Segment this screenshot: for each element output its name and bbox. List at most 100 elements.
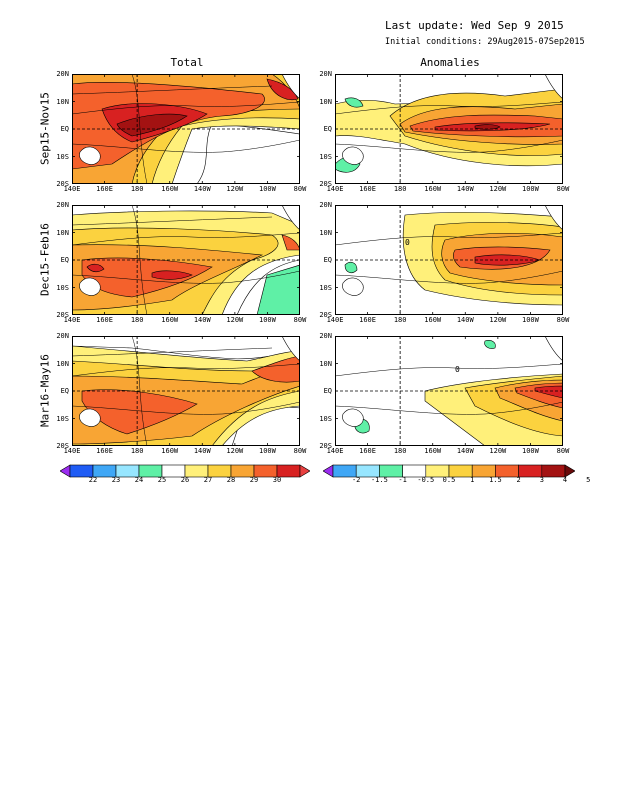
contour-line xyxy=(335,270,563,284)
lat-tick-label: 10S xyxy=(319,283,332,292)
land-new-guinea xyxy=(79,408,101,427)
colorbar-anomaly xyxy=(323,464,575,478)
colorbar-tick-label: 25 xyxy=(157,476,167,484)
lon-tick-label: 180 xyxy=(130,185,144,193)
lon-tick-label: 80W xyxy=(556,185,570,193)
lat-tick-label: 10S xyxy=(56,283,69,292)
land-central-america xyxy=(281,74,300,100)
lon-tick-label: 180 xyxy=(130,447,144,455)
anomaly-map-dec-feb: 0 xyxy=(335,205,563,315)
land-new-guinea xyxy=(342,408,364,427)
contour-line xyxy=(72,401,300,415)
lat-tick-label: 20S xyxy=(56,180,69,188)
column-title-total: Total xyxy=(170,56,204,69)
lon-tick-label: 160E xyxy=(359,316,376,324)
lon-tick-label: 120W xyxy=(489,316,507,324)
contour-zero-label: 0 xyxy=(455,365,460,374)
contour-line xyxy=(72,101,300,115)
lat-tick-label: 10N xyxy=(56,359,69,368)
lon-tick-label: 80W xyxy=(556,316,570,324)
lon-tick-label: 100W xyxy=(521,447,539,455)
lon-tick-label: 180 xyxy=(130,316,144,324)
column-title-anomalies: Anomalies xyxy=(420,56,480,69)
colorbar-tick-label: 1 xyxy=(470,476,475,484)
colorbar-tick-label: 3 xyxy=(539,476,544,484)
anomaly-field-sep-nov-7 xyxy=(344,97,364,108)
total-field-dec-feb-7 xyxy=(151,270,193,280)
lat-tick-label: EQ xyxy=(323,256,332,264)
colorbar-total xyxy=(60,464,310,478)
contour-line xyxy=(335,232,563,246)
land-central-america xyxy=(281,336,300,362)
lat-tick-label: EQ xyxy=(60,256,69,264)
land-central-america xyxy=(544,336,563,362)
lon-tick-label: 140E xyxy=(63,447,81,455)
lon-tick-label: 100W xyxy=(258,316,276,324)
land-new-guinea xyxy=(79,146,101,165)
lon-tick-label: 140E xyxy=(63,185,81,193)
total-field-dec-feb-6 xyxy=(81,257,213,298)
lat-tick-label: 20S xyxy=(319,311,332,319)
colorbar-tick-label: 5 xyxy=(586,476,591,484)
contour-line xyxy=(131,336,148,446)
colorbar-tick-label: 23 xyxy=(111,476,121,484)
lon-tick-label: 160W xyxy=(424,447,442,455)
anomaly-field-sep-nov-5 xyxy=(474,124,501,130)
lon-tick-label: 160E xyxy=(359,185,376,193)
lon-tick-label: 140E xyxy=(326,447,344,455)
contour-line xyxy=(72,232,300,246)
lon-tick-label: 160E xyxy=(96,447,113,455)
contour-line xyxy=(72,363,300,377)
land-central-america xyxy=(281,205,300,231)
colorbar-swatch xyxy=(564,464,575,478)
lon-tick-label: 80W xyxy=(293,316,307,324)
lon-tick-label: 140W xyxy=(456,316,474,324)
lat-tick-label: 20N xyxy=(56,332,69,340)
lon-tick-label: 160W xyxy=(161,316,179,324)
total-field-mar-may-10 xyxy=(251,355,300,383)
colorbar-tick-label: -0.5 xyxy=(417,476,435,484)
contour-line xyxy=(131,74,148,184)
colorbar-swatch xyxy=(323,464,334,478)
lon-tick-label: 120W xyxy=(226,447,244,455)
lon-tick-label: 80W xyxy=(293,447,307,455)
lon-tick-label: 140E xyxy=(63,316,81,324)
total-map-dec-feb xyxy=(72,205,300,315)
lon-tick-label: 120W xyxy=(226,316,244,324)
contour-line xyxy=(131,205,148,315)
anomaly-field-mar-may-6 xyxy=(484,340,496,349)
lon-tick-label: 100W xyxy=(521,316,539,324)
lat-tick-label: 20N xyxy=(319,70,332,78)
contour-line xyxy=(72,347,273,357)
lat-tick-label: 10S xyxy=(56,152,69,161)
total-field-dec-feb-9 xyxy=(281,234,300,251)
lat-tick-label: 10N xyxy=(319,97,332,106)
lat-tick-label: 10S xyxy=(56,414,69,423)
anomaly-field-mar-may-4 xyxy=(534,385,563,399)
land-new-guinea xyxy=(342,277,364,296)
lat-tick-label: 20N xyxy=(319,332,332,340)
colorbar-swatch xyxy=(299,464,310,478)
last-update-text: Last update: Wed Sep 9 2015 xyxy=(385,19,564,32)
lon-tick-label: 100W xyxy=(521,185,539,193)
colorbar-tick-label: -2 xyxy=(351,476,361,484)
lat-tick-label: 20S xyxy=(56,311,69,319)
lon-tick-label: 80W xyxy=(556,447,570,455)
lon-tick-label: 120W xyxy=(489,447,507,455)
contour-line xyxy=(335,101,563,115)
lat-tick-label: 20S xyxy=(319,442,332,450)
colorbar-tick-label: -1 xyxy=(398,476,407,484)
lon-tick-label: 140W xyxy=(193,316,211,324)
colorbar-swatch xyxy=(60,464,71,478)
lon-tick-label: 160W xyxy=(161,185,179,193)
land-new-guinea xyxy=(342,146,364,165)
initial-conditions-text: Initial conditions: 29Aug2015-07Sep2015 xyxy=(385,37,585,47)
lon-tick-label: 160W xyxy=(424,316,442,324)
colorbar-tick-label: 26 xyxy=(180,476,190,484)
lat-tick-label: 20S xyxy=(56,442,69,450)
colorbar-tick-label: 27 xyxy=(203,476,213,484)
colorbar-tick-label: 4 xyxy=(562,476,568,484)
lon-tick-label: 160E xyxy=(96,316,113,324)
total-map-mar-may xyxy=(72,336,300,446)
colorbar-tick-label: 24 xyxy=(134,476,144,484)
